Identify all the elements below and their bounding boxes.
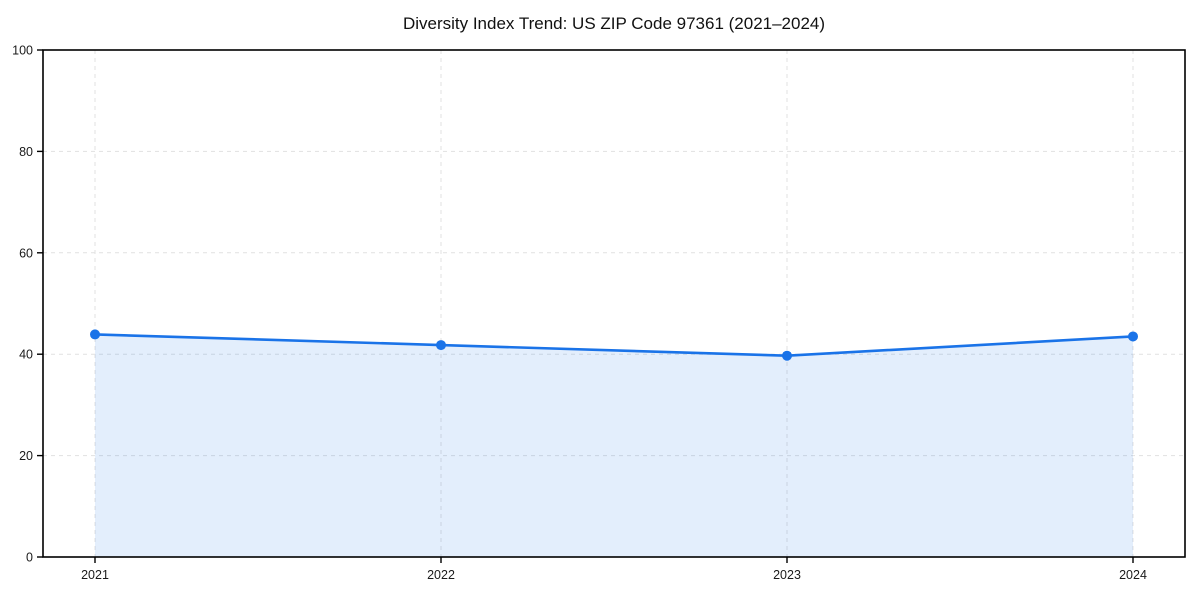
data-point-2024: [1128, 331, 1138, 342]
trend-line: [93, 333, 1135, 358]
data-point-2022: [436, 340, 446, 351]
data-point-2021: [90, 329, 100, 340]
data-point-2023: [782, 350, 792, 361]
y-axis-tick-label: 0: [26, 551, 33, 565]
chart-title: Diversity Index Trend: US ZIP Code 97361…: [402, 14, 826, 33]
y-axis-tick-label: 80: [19, 145, 33, 159]
x-axis-tick-label: 2023: [773, 568, 801, 582]
y-axis-tick-label: 20: [19, 449, 33, 463]
x-axis-tick-label: 2024: [1119, 568, 1147, 582]
y-axis-tick-label: 60: [19, 246, 33, 260]
x-axis-tick-label: 2022: [427, 568, 455, 582]
y-axis-tick-label: 100: [12, 44, 33, 58]
plot-frame: [42, 49, 1186, 558]
area-fill: [95, 334, 1133, 557]
y-axis-tick-label: 40: [19, 348, 33, 362]
x-axis-tick-label: 2021: [81, 568, 109, 582]
